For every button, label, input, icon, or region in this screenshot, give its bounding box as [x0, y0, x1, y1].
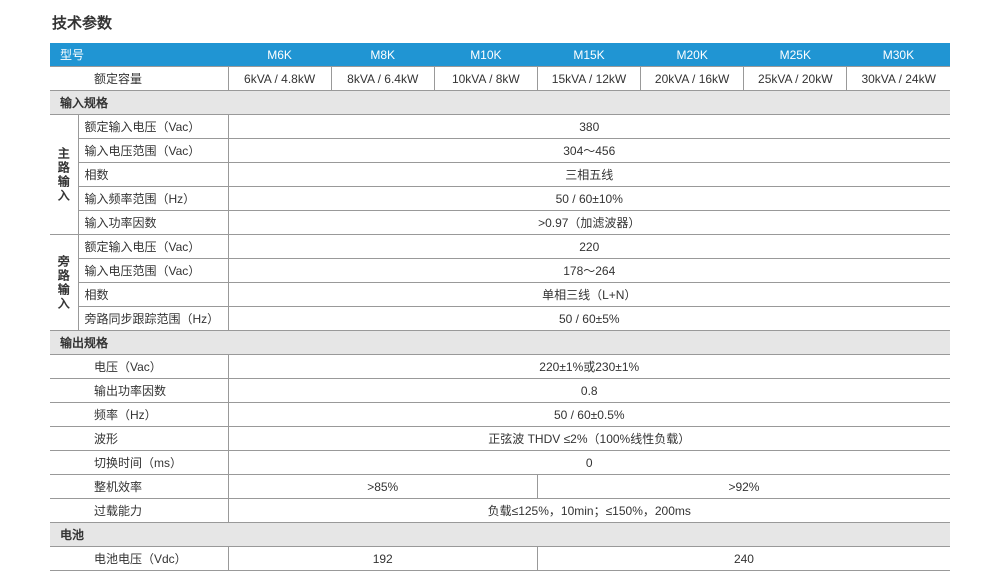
overload-value: 负载≤125%，10min；≤150%，200ms — [228, 499, 950, 523]
capacity-cell: 25kVA / 20kW — [744, 67, 847, 91]
row-value: 50 / 60±5% — [228, 307, 950, 331]
efficiency-label: 整机效率 — [50, 475, 228, 499]
table-row: 频率（Hz） 50 / 60±0.5% — [50, 403, 950, 427]
bypass-input-vlabel: 旁路输入 — [50, 235, 78, 331]
row-label: 输入电压范围（Vac） — [78, 139, 228, 163]
table-row: 输入频率范围（Hz） 50 / 60±10% — [50, 187, 950, 211]
table-row: 切换时间（ms） 0 — [50, 451, 950, 475]
table-row: 输入电压范围（Vac） 304～456 — [50, 139, 950, 163]
table-row: 相数 单相三线（L+N） — [50, 283, 950, 307]
capacity-cell: 20kVA / 16kW — [641, 67, 744, 91]
row-value: 220 — [228, 235, 950, 259]
capacity-cell: 15kVA / 12kW — [537, 67, 640, 91]
header-label: 型号 — [50, 43, 228, 67]
row-value: 正弦波 THDV ≤2%（100%线性负载） — [228, 427, 950, 451]
row-value: 单相三线（L+N） — [228, 283, 950, 307]
row-label: 额定输入电压（Vac） — [78, 235, 228, 259]
battery-left: 192 — [228, 547, 537, 571]
table-row: 波形 正弦波 THDV ≤2%（100%线性负载） — [50, 427, 950, 451]
model-col: M20K — [641, 43, 744, 67]
input-section-label: 输入规格 — [50, 91, 950, 115]
page-title: 技术参数 — [50, 12, 950, 33]
section-battery: 电池 — [50, 523, 950, 547]
battery-label: 电池电压（Vdc） — [50, 547, 228, 571]
table-row: 旁路同步跟踪范围（Hz） 50 / 60±5% — [50, 307, 950, 331]
capacity-label: 额定容量 — [50, 67, 228, 91]
efficiency-right: >92% — [537, 475, 950, 499]
overload-label: 过载能力 — [50, 499, 228, 523]
model-col: M10K — [434, 43, 537, 67]
table-row: 旁路输入 额定输入电压（Vac） 220 — [50, 235, 950, 259]
row-label: 额定输入电压（Vac） — [78, 115, 228, 139]
model-col: M30K — [847, 43, 950, 67]
row-value: 0 — [228, 451, 950, 475]
row-label: 电压（Vac） — [50, 355, 228, 379]
section-input: 输入规格 — [50, 91, 950, 115]
row-value: 380 — [228, 115, 950, 139]
capacity-row: 额定容量 6kVA / 4.8kW 8kVA / 6.4kW 10kVA / 8… — [50, 67, 950, 91]
table-row: 主路输入 额定输入电压（Vac） 380 — [50, 115, 950, 139]
output-section-label: 输出规格 — [50, 331, 950, 355]
row-label: 相数 — [78, 163, 228, 187]
capacity-cell: 30kVA / 24kW — [847, 67, 950, 91]
table-row: 电压（Vac） 220±1%或230±1% — [50, 355, 950, 379]
header-row: 型号 M6K M8K M10K M15K M20K M25K M30K — [50, 43, 950, 67]
model-col: M8K — [331, 43, 434, 67]
capacity-cell: 8kVA / 6.4kW — [331, 67, 434, 91]
table-row: 输入功率因数 >0.97（加滤波器） — [50, 211, 950, 235]
row-value: 50 / 60±10% — [228, 187, 950, 211]
row-value: 50 / 60±0.5% — [228, 403, 950, 427]
section-output: 输出规格 — [50, 331, 950, 355]
main-input-vlabel: 主路输入 — [50, 115, 78, 235]
row-label: 输入功率因数 — [78, 211, 228, 235]
capacity-cell: 6kVA / 4.8kW — [228, 67, 331, 91]
model-col: M6K — [228, 43, 331, 67]
battery-right: 240 — [537, 547, 950, 571]
table-row: 输入电压范围（Vac） 178～264 — [50, 259, 950, 283]
row-label: 输入频率范围（Hz） — [78, 187, 228, 211]
efficiency-row: 整机效率 >85% >92% — [50, 475, 950, 499]
spec-table: 型号 M6K M8K M10K M15K M20K M25K M30K 额定容量… — [50, 43, 950, 571]
row-label: 切换时间（ms） — [50, 451, 228, 475]
table-row: 相数 三相五线 — [50, 163, 950, 187]
row-label: 相数 — [78, 283, 228, 307]
battery-row: 电池电压（Vdc） 192 240 — [50, 547, 950, 571]
row-label: 输入电压范围（Vac） — [78, 259, 228, 283]
row-value: 0.8 — [228, 379, 950, 403]
table-row: 输出功率因数 0.8 — [50, 379, 950, 403]
row-label: 旁路同步跟踪范围（Hz） — [78, 307, 228, 331]
overload-row: 过载能力 负载≤125%，10min；≤150%，200ms — [50, 499, 950, 523]
row-label: 波形 — [50, 427, 228, 451]
row-value: 304～456 — [228, 139, 950, 163]
row-value: 178～264 — [228, 259, 950, 283]
model-col: M15K — [537, 43, 640, 67]
battery-section-label: 电池 — [50, 523, 950, 547]
row-label: 频率（Hz） — [50, 403, 228, 427]
efficiency-left: >85% — [228, 475, 537, 499]
row-label: 输出功率因数 — [50, 379, 228, 403]
model-col: M25K — [744, 43, 847, 67]
row-value: >0.97（加滤波器） — [228, 211, 950, 235]
row-value: 220±1%或230±1% — [228, 355, 950, 379]
capacity-cell: 10kVA / 8kW — [434, 67, 537, 91]
row-value: 三相五线 — [228, 163, 950, 187]
